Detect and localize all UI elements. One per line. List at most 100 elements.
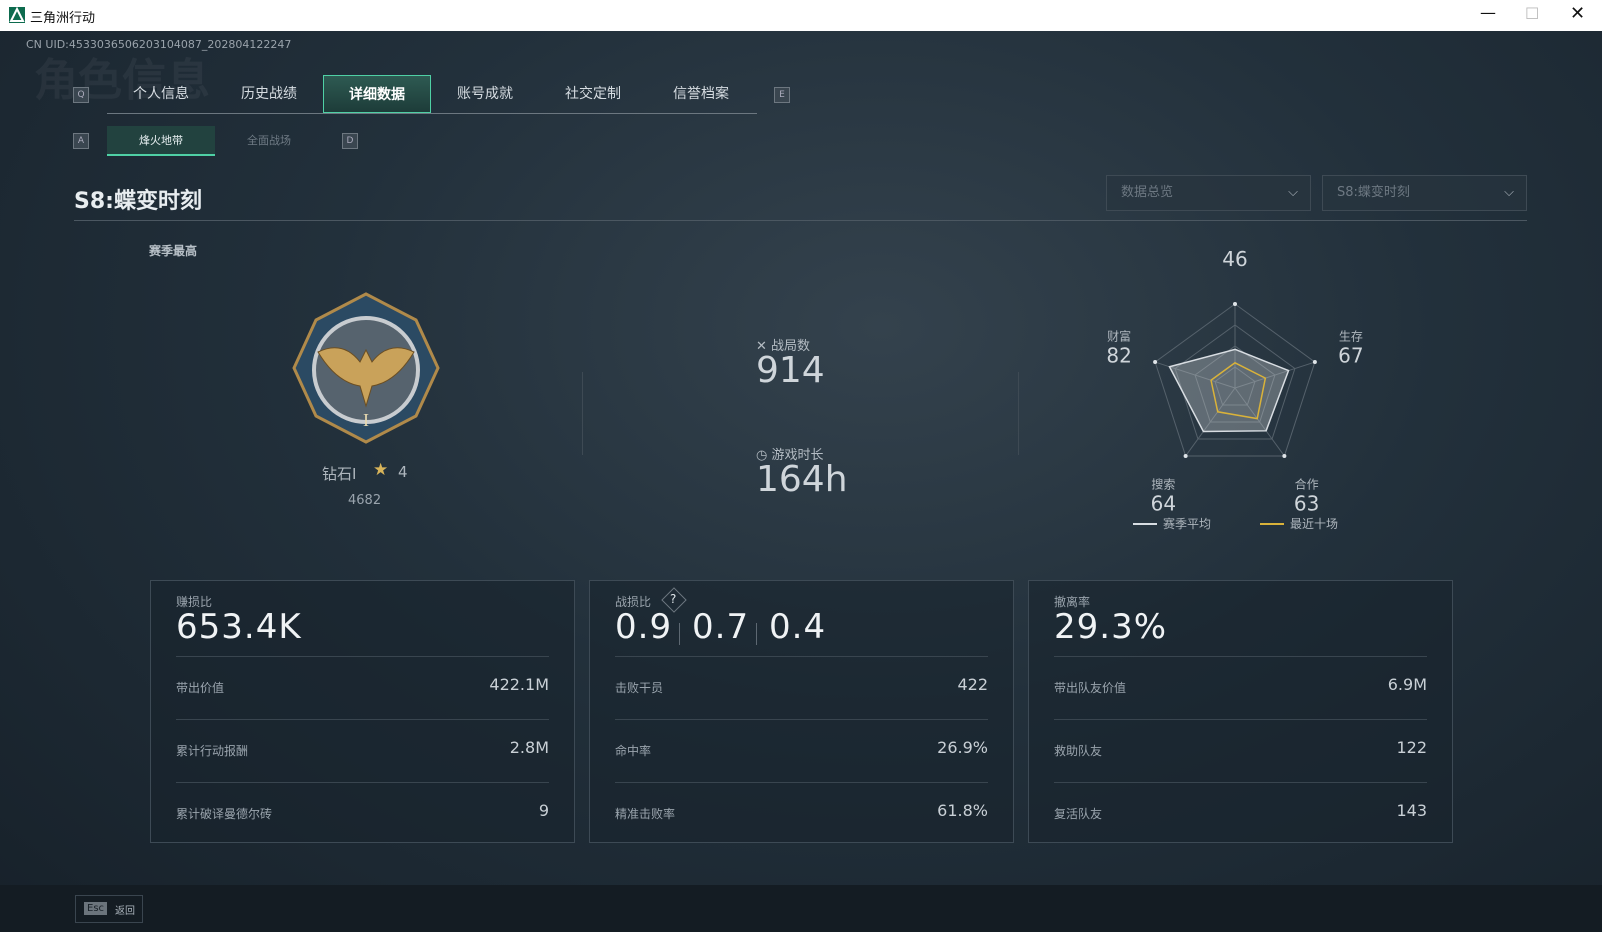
row-separator bbox=[176, 719, 549, 720]
headline-divider bbox=[756, 623, 757, 645]
radar-spoke bbox=[1185, 387, 1236, 457]
sub-tab[interactable]: 全面战场 bbox=[247, 134, 291, 147]
star-icon: ★ bbox=[373, 460, 389, 480]
row-label: 累计破译曼德尔砖 bbox=[176, 807, 273, 821]
row-label: 带出队友价值 bbox=[1054, 681, 1127, 695]
app-icon bbox=[9, 7, 25, 23]
radar-node bbox=[1153, 360, 1158, 365]
radar-node bbox=[1282, 453, 1287, 458]
rank-emblem: I bbox=[292, 292, 440, 444]
radar-axis-label: 生存 bbox=[1339, 329, 1363, 343]
row-label: 累计行动报酬 bbox=[176, 744, 249, 758]
radar-axis-label: 财富 bbox=[1107, 328, 1131, 343]
row-label: 带出价值 bbox=[176, 681, 225, 695]
rank-label: 赛季最高 bbox=[149, 244, 198, 258]
row-separator bbox=[1054, 782, 1427, 783]
back-button[interactable]: Esc 返回 bbox=[75, 895, 143, 923]
key-hint: Q bbox=[73, 87, 89, 103]
row-separator bbox=[615, 782, 988, 783]
rank-score: 4682 bbox=[348, 493, 382, 508]
legend-label: 最近十场 bbox=[1290, 517, 1338, 531]
tab[interactable]: 个人信息 bbox=[133, 86, 189, 102]
headline-value: 0.4 bbox=[769, 607, 827, 647]
sub-tab[interactable]: 烽火地带 bbox=[107, 126, 215, 156]
row-value: 422 bbox=[957, 675, 988, 694]
stat-card: 战损比? 0.9 0.7 0.4 击败干员 422 命中率 26.9% 精准击败率 61.8% bbox=[589, 580, 1014, 843]
row-value: 143 bbox=[1396, 801, 1427, 820]
maximize-button[interactable]: ☐ bbox=[1525, 4, 1540, 23]
divider bbox=[74, 220, 1527, 221]
radar-ring bbox=[1154, 303, 1316, 457]
row-value: 6.9M bbox=[1387, 675, 1427, 694]
radar-node bbox=[1312, 360, 1317, 365]
row-value: 9 bbox=[538, 801, 549, 820]
stat-value: 914 bbox=[756, 350, 825, 391]
back-label: 返回 bbox=[115, 906, 135, 917]
row-value: 122 bbox=[1396, 738, 1427, 757]
dropdown-text: S8:蝶变时刻 bbox=[1337, 185, 1410, 200]
radar-axis-value: 82 bbox=[1106, 343, 1131, 367]
stat-label-text: 游戏时长 bbox=[771, 448, 824, 463]
row-separator bbox=[1054, 719, 1427, 720]
tab[interactable]: 账号成就 bbox=[457, 86, 513, 102]
row-separator bbox=[176, 656, 549, 657]
row-value: 26.9% bbox=[937, 738, 988, 757]
headline-value: 653.4K bbox=[176, 607, 302, 647]
key-hint: Esc bbox=[84, 902, 108, 915]
help-text: ? bbox=[670, 592, 677, 606]
stat-value: 164h bbox=[756, 459, 848, 500]
dropdown[interactable]: S8:蝶变时刻 ⌵ bbox=[1322, 175, 1527, 211]
divider bbox=[582, 372, 583, 455]
headline-value: 0.7 bbox=[692, 607, 750, 647]
row-separator bbox=[176, 782, 549, 783]
footer bbox=[0, 885, 1602, 932]
stat-label: ✕ 战局数 bbox=[756, 339, 811, 354]
radar-axis-value: 46 bbox=[1222, 250, 1247, 271]
radar-node bbox=[1233, 302, 1237, 306]
card-title: 赚损比 bbox=[176, 595, 213, 609]
card-title: 战损比 bbox=[615, 595, 652, 609]
radar-ring bbox=[1194, 345, 1276, 423]
radar-area bbox=[1210, 361, 1267, 420]
chevron: ⌵ bbox=[1504, 185, 1514, 200]
key-hint: A bbox=[73, 133, 89, 149]
radar-axis-label: 合作 bbox=[1295, 477, 1319, 492]
radar-area bbox=[1168, 348, 1290, 433]
tab[interactable]: 详细数据 bbox=[323, 75, 431, 113]
tab[interactable]: 历史战绩 bbox=[241, 86, 297, 102]
svg-text:I: I bbox=[363, 410, 369, 430]
chevron: ⌵ bbox=[1288, 185, 1298, 200]
headline-value: 0.9 bbox=[615, 607, 673, 647]
stat-card: 撤离率 29.3% 带出队友价值 6.9M 救助队友 122 复活队友 143 bbox=[1028, 580, 1453, 843]
tab[interactable]: 社交定制 bbox=[565, 86, 621, 102]
key-hint: E bbox=[774, 87, 790, 103]
card-title: 撤离率 bbox=[1054, 595, 1091, 609]
row-value: 2.8M bbox=[509, 738, 549, 757]
row-value: 61.8% bbox=[937, 801, 988, 820]
minimize-button[interactable]: — bbox=[1480, 3, 1496, 22]
radar-spoke bbox=[1154, 361, 1236, 389]
stat-label-text: 战局数 bbox=[771, 339, 811, 354]
headline-divider bbox=[679, 623, 680, 645]
close-button[interactable]: ✕ bbox=[1570, 3, 1586, 24]
row-value: 422.1M bbox=[489, 675, 549, 694]
row-separator bbox=[615, 719, 988, 720]
row-label: 精准击败率 bbox=[615, 807, 676, 821]
row-label: 命中率 bbox=[615, 744, 652, 758]
tab-line bbox=[107, 113, 757, 114]
radar-chart: 赛季平均最近十场战斗46生存67合作63搜索64财富82 bbox=[1106, 250, 1363, 531]
row-label: 救助队友 bbox=[1054, 744, 1103, 758]
uid: CN UID:4533036506203104087_202804122247 bbox=[26, 38, 292, 51]
headline-value: 29.3% bbox=[1054, 607, 1168, 647]
dropdown[interactable]: 数据总览 ⌵ bbox=[1106, 175, 1311, 211]
rank-stars: 4 bbox=[398, 463, 408, 481]
legend-label: 赛季平均 bbox=[1163, 516, 1211, 531]
radar-spoke bbox=[1234, 387, 1285, 457]
radar-ring bbox=[1214, 366, 1256, 406]
stat-label: ◷ 游戏时长 bbox=[756, 448, 824, 463]
radar-axis-label: 搜索 bbox=[1151, 477, 1175, 492]
stat-card: 赚损比 653.4K 带出价值 422.1M 累计行动报酬 2.8M 累计破译曼德尔砖 9 bbox=[150, 580, 575, 843]
tab[interactable]: 信誉档案 bbox=[673, 86, 729, 102]
row-label: 复活队友 bbox=[1054, 807, 1103, 821]
